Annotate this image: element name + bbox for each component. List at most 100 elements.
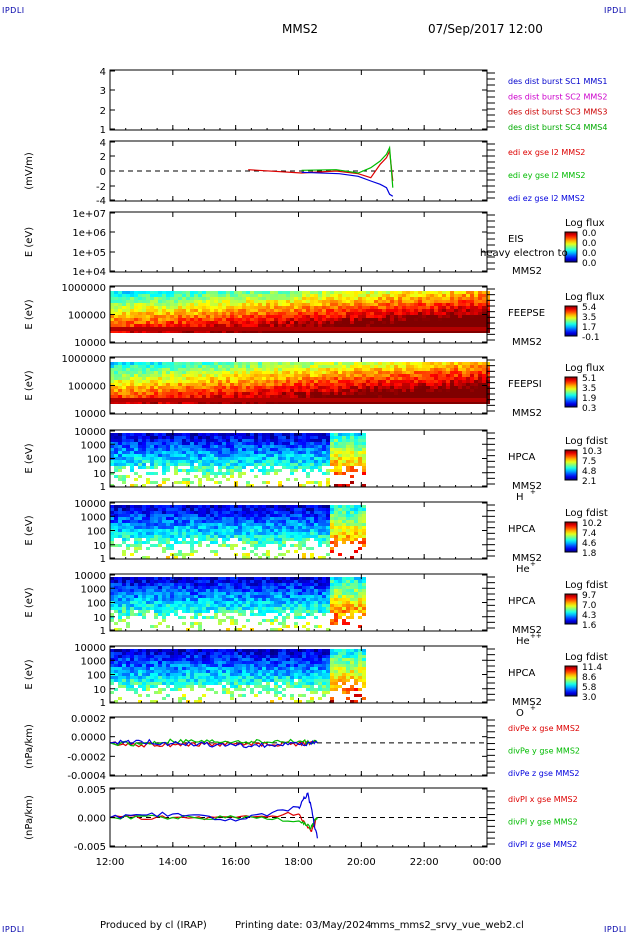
panel-hpca-he2-colorbar-value: 1.6	[582, 621, 597, 631]
panel-feepse-spectrogram	[110, 291, 490, 333]
panel-hpca-o-ytick-label: 1000	[81, 656, 106, 667]
panel-hpca-he2-ytick-label: 100	[87, 599, 106, 610]
panel-hpca-o-ytick-label: 10000	[74, 643, 106, 654]
panel-feepsi-colorbar-value: 1.9	[582, 394, 597, 404]
panel-des-burst-ytick-label: 1	[100, 125, 106, 136]
panel-feepse-colorbar-title: Log flux	[565, 292, 605, 303]
panel-hpca-he2-charge: ++	[530, 632, 542, 640]
panel-hpca-h-colorbar-value: 4.8	[582, 467, 597, 477]
panel-des-burst-ytick-label: 2	[100, 106, 106, 117]
panel-edi-ytick-label: 2	[100, 152, 106, 163]
panel-divpe-ylabel: (nPa/km)	[24, 724, 35, 769]
panel-hpca-he2-ytick-label: 1000	[81, 584, 106, 595]
panel-hpca-o-colorbar-value: 8.6	[582, 673, 597, 683]
panel-hpca-h-ytick-label: 10	[93, 469, 106, 480]
panel-eis-ytick-label: 1e+06	[72, 228, 106, 239]
panel-feepsi-colorbar-value: 0.3	[582, 404, 596, 414]
panel-hpca-h-charge: +	[530, 488, 536, 496]
corner-label-bottom-left: IPDLI	[2, 925, 25, 934]
panel-edi-series-1	[301, 145, 394, 188]
x-axis-tick-label: 12:00	[96, 857, 125, 868]
panel-hpca-he2-colorbar-value: 4.3	[582, 611, 596, 621]
panel-eis-colorbar-value: 0.0	[582, 229, 597, 239]
panel-edi-ytick-label: 0	[100, 167, 106, 178]
panel-divpi-series-1	[109, 814, 318, 831]
panel-hpca-h-ytick-label: 1	[100, 482, 106, 493]
panel-eis-overlay-text: heavy electron to	[480, 248, 568, 259]
panel-hpca-h-colorbar-title: Log fdist	[565, 436, 608, 447]
panel-hpca-h-ytick-label: 10000	[74, 427, 106, 438]
panel-hpca-h-ylabel: E (eV)	[24, 443, 35, 473]
datetime-title: 07/Sep/2017 12:00	[428, 22, 543, 36]
corner-label-top-left: IPDLI	[2, 6, 25, 15]
panel-divpi-ytick-label: 0.000	[77, 814, 106, 825]
panel-des-burst-legend-item: des dist burst SC1 MMS1	[508, 77, 607, 86]
panel-feepsi-ytick-label: 10000	[74, 409, 106, 420]
panel-hpca-he2-colorbar	[564, 593, 578, 625]
panel-hpca-he-spacecraft: MMS2	[512, 553, 542, 564]
panel-hpca-o-ytick-label: 100	[87, 671, 106, 682]
panel-feepse-ytick-label: 10000	[74, 338, 106, 349]
panel-feepsi-instrument: FEEPSI	[508, 379, 542, 390]
panel-feepse-colorbar-value: 1.7	[582, 323, 596, 333]
panel-hpca-he2-spacecraft: MMS2	[512, 625, 542, 636]
panel-edi-legend-item: edi ey gse l2 MMS2	[508, 171, 586, 180]
panel-eis-colorbar-title: Log flux	[565, 218, 605, 229]
panel-hpca-h-ytick-label: 100	[87, 455, 106, 466]
panel-eis-colorbar-value: 0.0	[582, 239, 597, 249]
panel-divpi-legend-item: divPI x gse MMS2	[508, 795, 578, 804]
panel-divpi-series-0	[109, 811, 318, 833]
panel-hpca-he-ytick-label: 1000	[81, 512, 106, 523]
panel-hpca-o-spacecraft: MMS2	[512, 697, 542, 708]
panel-hpca-h-spacecraft: MMS2	[512, 481, 542, 492]
panel-eis-bg	[110, 212, 487, 272]
panel-divpi-ytick-label: 0.005	[77, 785, 106, 796]
panel-hpca-he-species: He	[516, 564, 530, 575]
panel-hpca-he-ytick-label: 100	[87, 527, 106, 538]
panel-feepsi-colorbar-value: 3.5	[582, 384, 596, 394]
panel-divpi-ylabel: (nPa/km)	[24, 795, 35, 840]
panel-eis-ylabel: E (eV)	[24, 227, 35, 257]
panel-hpca-h-spectrogram	[110, 433, 366, 487]
panel-edi-legend-item: edi ex gse l2 MMS2	[508, 148, 585, 157]
panel-hpca-h-species: H	[516, 492, 524, 503]
panel-hpca-he-ytick-label: 10	[93, 541, 106, 552]
panel-hpca-o-colorbar-value: 3.0	[582, 693, 597, 703]
panel-hpca-he2-colorbar-title: Log fdist	[565, 580, 608, 591]
panel-hpca-h-ytick-label: 1000	[81, 440, 106, 451]
panel-eis-colorbar-value: 0.0	[582, 249, 597, 259]
mission-title: MMS2	[282, 22, 318, 36]
panel-edi-ytick-label: 4	[100, 138, 106, 149]
panel-eis-instrument: EIS	[508, 234, 524, 245]
panel-hpca-he-instrument: HPCA	[508, 524, 536, 535]
corner-label-bottom-right: IPDLI	[604, 925, 627, 934]
panel-hpca-h-colorbar-value: 2.1	[582, 477, 596, 487]
panel-feepse-colorbar-value: 3.5	[582, 313, 596, 323]
panel-feepse-instrument: FEEPSE	[508, 308, 545, 319]
panel-hpca-he-spectrogram	[110, 505, 366, 559]
panel-feepsi-spectrogram	[110, 362, 490, 404]
panel-hpca-o-species: O	[516, 708, 524, 719]
panel-feepsi-ylabel: E (eV)	[24, 370, 35, 400]
panel-eis-ytick-label: 1e+05	[72, 248, 106, 259]
panel-hpca-he2-colorbar-value: 9.7	[582, 591, 596, 601]
panel-edi-bg	[110, 141, 487, 201]
panel-feepsi-ytick-label: 100000	[68, 382, 106, 393]
x-axis-tick-label: 22:00	[410, 857, 439, 868]
panel-hpca-he2-spectrogram	[110, 577, 366, 631]
panel-hpca-he-ytick-label: 10000	[74, 499, 106, 510]
panel-hpca-he-colorbar	[564, 521, 578, 553]
panel-divpe-legend-item: divPe y gse MMS2	[508, 747, 580, 756]
panel-des-burst-legend-item: des dist burst SC4 MMS4	[508, 123, 607, 132]
x-axis-tick-label: 14:00	[158, 857, 187, 868]
panel-divpe-legend-item: divPe x gse MMS2	[508, 724, 580, 733]
panel-eis-colorbar	[564, 231, 578, 263]
panel-hpca-o-instrument: HPCA	[508, 668, 536, 679]
panel-hpca-he2-ytick-label: 1	[100, 626, 106, 637]
panel-divpi-series-2	[109, 792, 318, 839]
panel-hpca-he2-ytick-label: 10000	[74, 571, 106, 582]
x-axis-tick-label: 20:00	[347, 857, 376, 868]
panel-feepse-colorbar-value: 5.4	[582, 303, 597, 313]
panel-divpe-ytick-label: 0.0002	[71, 714, 106, 725]
panel-feepsi-colorbar	[564, 376, 578, 408]
